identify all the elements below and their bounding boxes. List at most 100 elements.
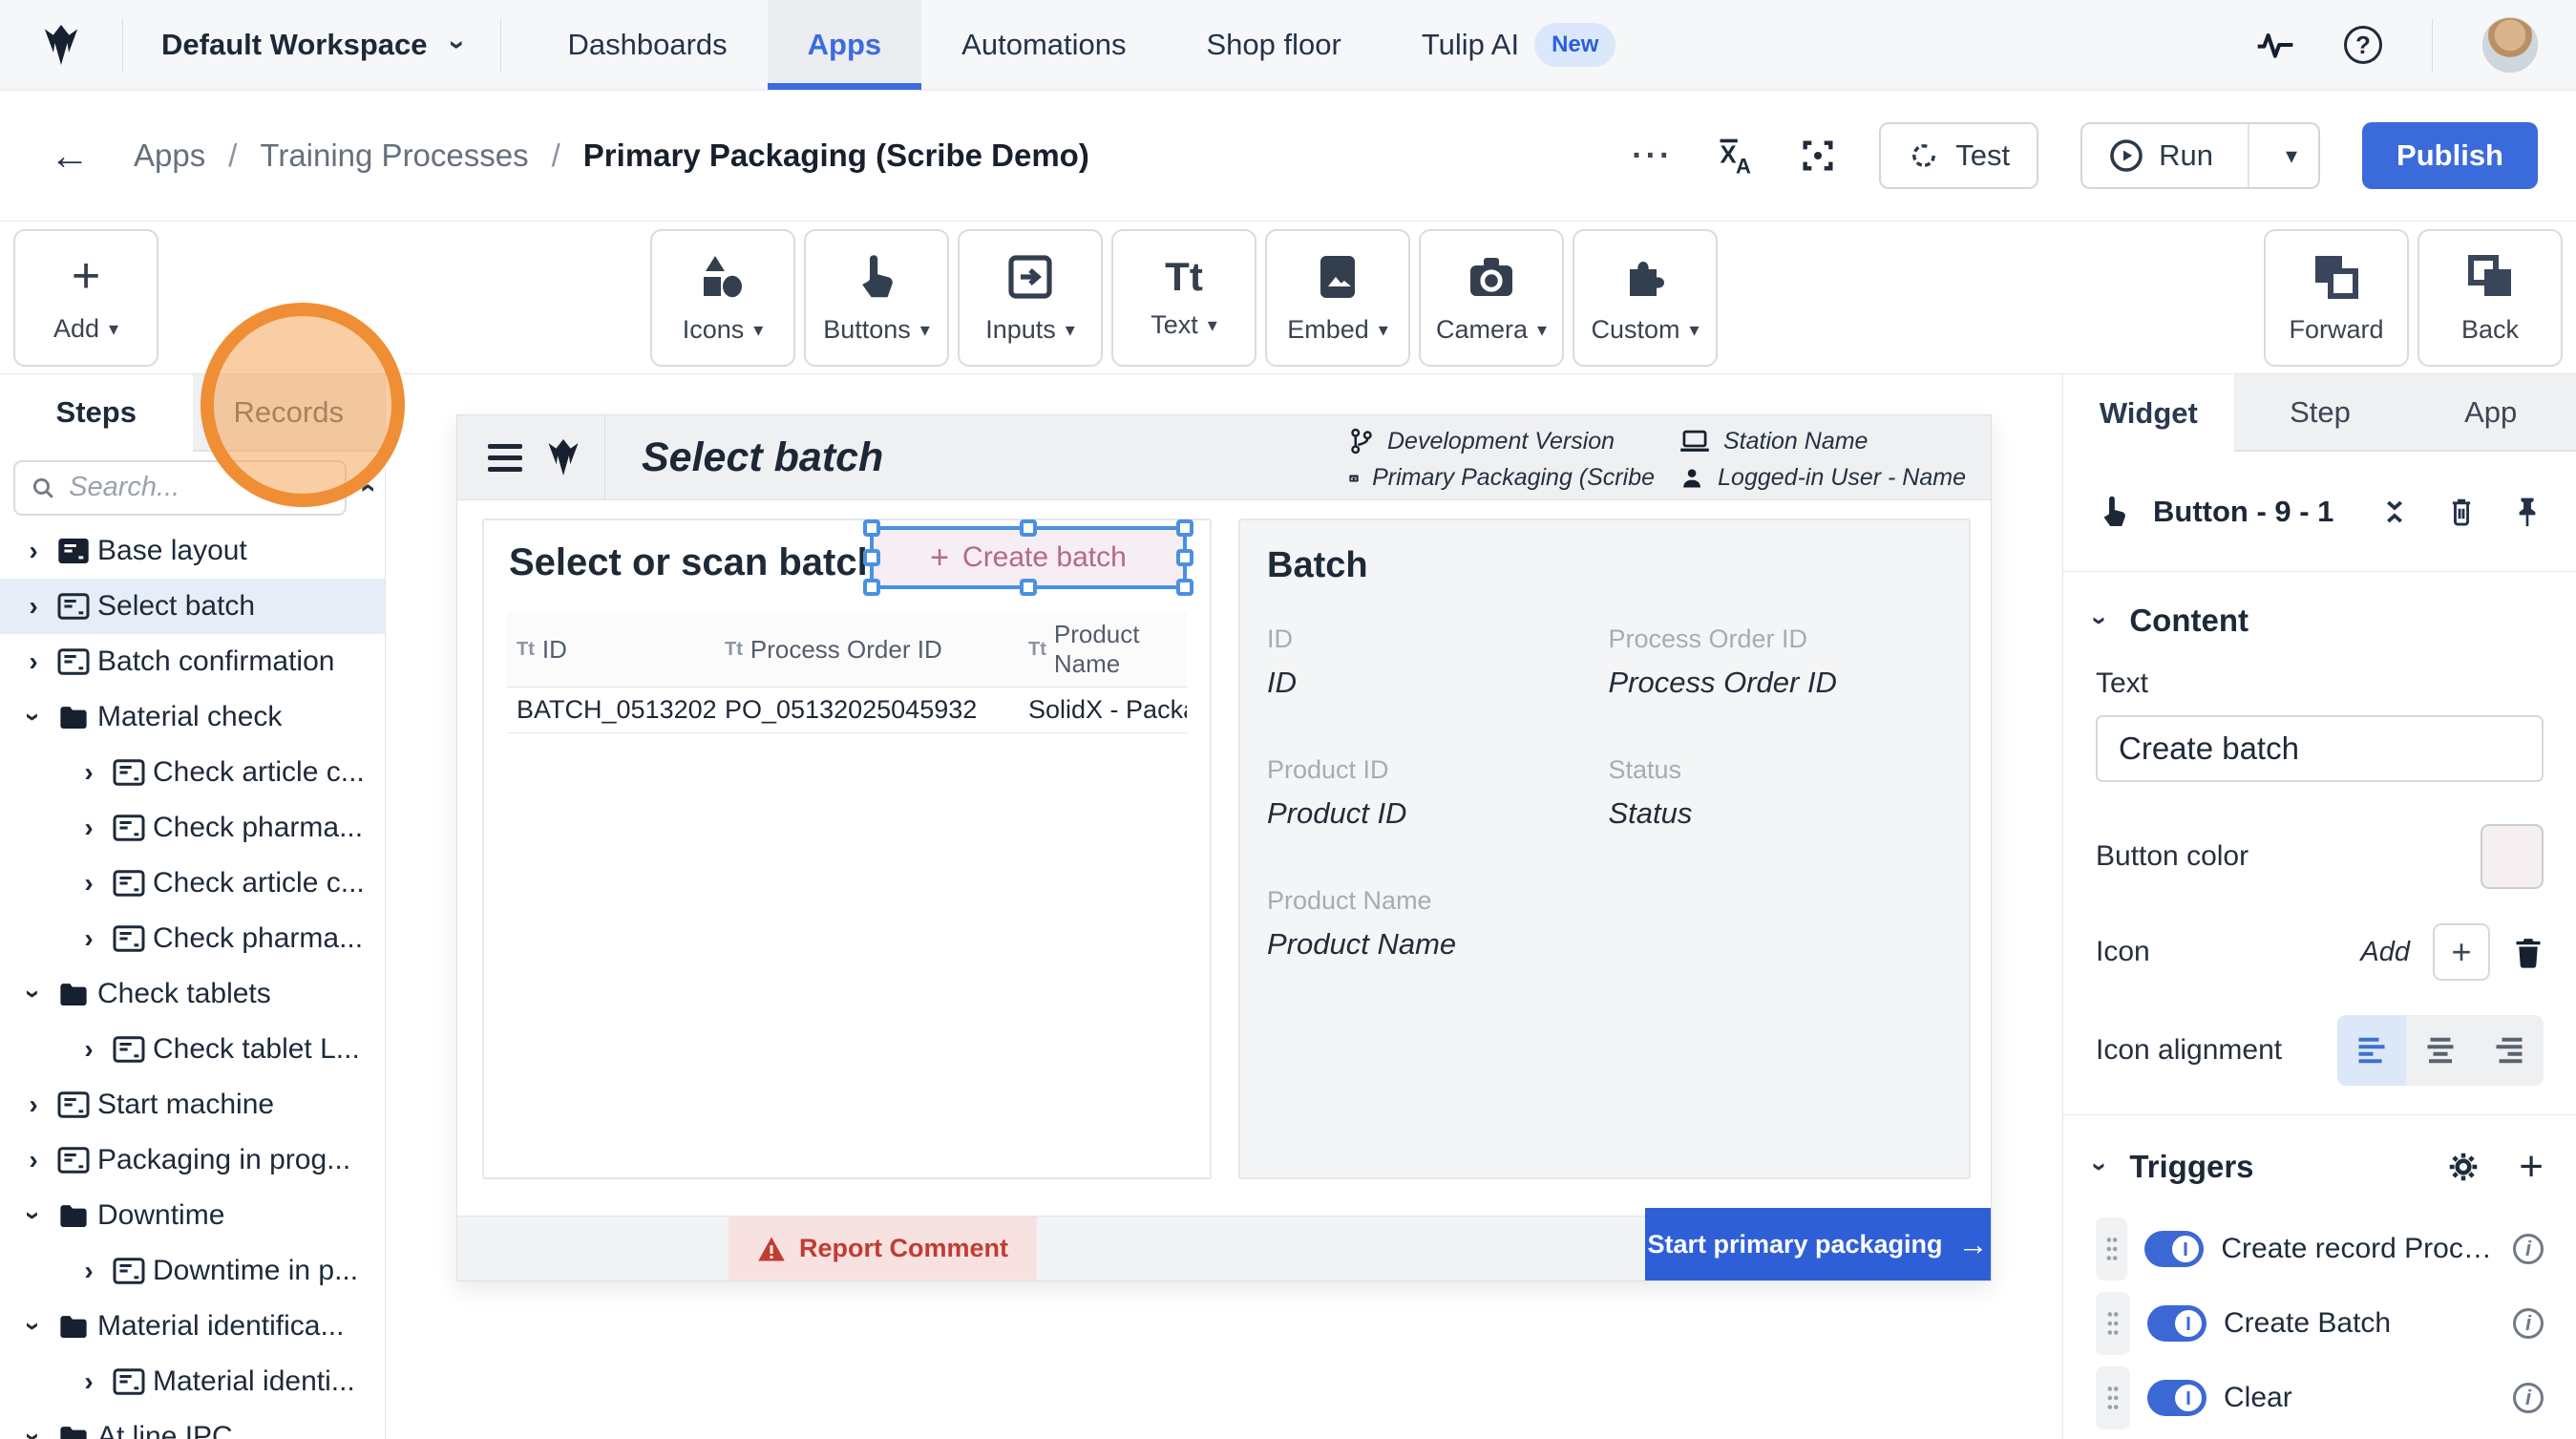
info-icon[interactable]: i — [2513, 1383, 2544, 1413]
tab-step[interactable]: Step — [2234, 374, 2406, 452]
expand-chevron-icon[interactable]: › — [19, 712, 49, 722]
expand-chevron-icon[interactable]: › — [19, 1322, 49, 1331]
tree-item[interactable]: › Check tablet L... — [0, 1022, 385, 1077]
widget-buttons-button[interactable]: Buttons ▾ — [804, 229, 949, 367]
drag-handle[interactable] — [2096, 1217, 2128, 1280]
tab-records[interactable]: Records — [192, 374, 385, 452]
expand-chevron-icon[interactable]: › — [84, 923, 94, 953]
expand-chevron-icon[interactable]: › — [19, 1211, 49, 1220]
activity-icon[interactable] — [2256, 29, 2294, 61]
publish-button[interactable]: Publish — [2362, 122, 2538, 189]
menu-icon[interactable] — [488, 443, 522, 472]
drag-handle[interactable] — [2096, 1292, 2130, 1355]
expand-chevron-icon[interactable]: › — [29, 646, 38, 676]
tab-steps[interactable]: Steps — [0, 374, 193, 452]
focus-mode-icon[interactable] — [1799, 137, 1837, 175]
expand-chevron-icon[interactable]: › — [84, 868, 94, 898]
widget-inputs-button[interactable]: Inputs ▾ — [958, 229, 1103, 367]
back-arrow-icon[interactable]: ← — [50, 133, 90, 178]
report-comment-button[interactable]: Report Comment — [728, 1217, 1038, 1280]
tree-item[interactable]: › Material check — [0, 689, 385, 745]
batch-table[interactable]: Tt ID Tt Process Order ID Tt Product Name B… — [507, 612, 1187, 733]
align-center-button[interactable] — [2406, 1015, 2475, 1086]
add-widget-button[interactable]: + Add ▾ — [13, 228, 158, 367]
triggers-section-header[interactable]: › Triggers + — [2086, 1146, 2544, 1188]
resize-handle[interactable] — [863, 549, 880, 566]
delete-widget-icon[interactable] — [2446, 496, 2477, 528]
workspace-selector[interactable]: Default Workspace › — [123, 0, 500, 90]
run-button[interactable]: Run ▾ — [2080, 122, 2321, 189]
tree-item[interactable]: › Batch confirmation — [0, 634, 385, 689]
expand-chevron-icon[interactable]: › — [84, 1256, 94, 1285]
tree-item[interactable]: › Material identi... — [0, 1354, 385, 1409]
nav-item-automations[interactable]: Automations — [961, 28, 1127, 61]
tree-item[interactable]: › Material identifica... — [0, 1299, 385, 1354]
tree-item[interactable]: › At line IPC — [0, 1409, 385, 1439]
selected-widget-frame[interactable]: + Create batch — [863, 519, 1193, 596]
expand-chevron-icon[interactable]: › — [19, 1432, 49, 1439]
pin-icon[interactable] — [2513, 496, 2542, 528]
resize-handle[interactable] — [863, 519, 880, 537]
expand-chevron-icon[interactable]: › — [84, 1034, 94, 1064]
trigger-settings-icon[interactable] — [2446, 1150, 2481, 1184]
tree-item[interactable]: › Packaging in prog... — [0, 1132, 385, 1188]
help-icon[interactable]: ? — [2344, 26, 2382, 64]
resize-handle[interactable] — [863, 579, 880, 596]
tab-widget[interactable]: Widget — [2063, 374, 2235, 452]
tab-app[interactable]: App — [2405, 374, 2576, 452]
tree-item[interactable]: › Base layout — [0, 523, 385, 579]
collapse-icon[interactable] — [2379, 497, 2410, 527]
test-button[interactable]: Test — [1879, 122, 2039, 189]
resize-handle[interactable] — [1176, 579, 1193, 596]
tree-item[interactable]: › Downtime — [0, 1188, 385, 1243]
expand-chevron-icon[interactable]: › — [29, 591, 38, 621]
tree-item[interactable]: › Check tablets — [0, 966, 385, 1022]
nav-item-tulip-ai[interactable]: Tulip AI New — [1382, 0, 1657, 90]
user-avatar[interactable] — [2482, 17, 2538, 73]
remove-icon-button[interactable] — [2513, 935, 2544, 969]
resize-handle[interactable] — [1176, 549, 1193, 566]
align-left-button[interactable] — [2337, 1015, 2406, 1086]
tree-item[interactable]: › Check article c... — [0, 856, 385, 911]
tree-item[interactable]: › Check pharma... — [0, 800, 385, 856]
resize-handle[interactable] — [1020, 579, 1037, 596]
info-icon[interactable]: i — [2513, 1308, 2544, 1339]
expand-chevron-icon[interactable]: › — [84, 757, 94, 787]
breadcrumb-apps[interactable]: Apps — [134, 138, 206, 173]
tree-item[interactable]: › Downtime in p... — [0, 1243, 385, 1299]
start-primary-packaging-button[interactable]: Start primary packaging → — [1645, 1208, 1991, 1280]
widget-camera-button[interactable]: Camera ▾ — [1419, 229, 1564, 367]
trigger-toggle[interactable] — [2144, 1231, 2205, 1267]
drag-handle[interactable] — [2096, 1366, 2130, 1429]
button-text-input[interactable] — [2096, 715, 2544, 782]
add-icon-button[interactable]: + — [2433, 923, 2490, 981]
nav-item-shop-floor[interactable]: Shop floor — [1206, 28, 1341, 61]
create-batch-button[interactable]: + Create batch — [874, 530, 1183, 585]
tree-item[interactable]: › Select batch — [0, 579, 385, 634]
table-row[interactable]: BATCH_0513202... PO_05132025045932 Solid… — [507, 688, 1187, 732]
expand-chevron-icon[interactable]: › — [84, 1366, 94, 1396]
expand-chevron-icon[interactable]: › — [29, 536, 38, 565]
info-icon[interactable]: i — [2513, 1234, 2544, 1264]
expand-chevron-icon[interactable]: › — [29, 1090, 38, 1119]
button-color-swatch[interactable] — [2481, 824, 2544, 889]
expand-chevron-icon[interactable]: › — [84, 813, 94, 842]
align-right-button[interactable] — [2475, 1015, 2544, 1086]
trigger-toggle[interactable] — [2147, 1305, 2206, 1342]
tulip-logo[interactable] — [0, 23, 122, 67]
widget-icons-button[interactable]: Icons ▾ — [650, 229, 795, 367]
forward-button[interactable]: Forward — [2264, 229, 2409, 367]
collapse-sidebar-icon[interactable]: › — [350, 482, 382, 493]
breadcrumb-training-processes[interactable]: Training Processes — [260, 138, 529, 173]
tree-item[interactable]: › Check article c... — [0, 745, 385, 800]
trigger-toggle[interactable] — [2147, 1380, 2206, 1416]
resize-handle[interactable] — [1020, 519, 1037, 537]
widget-custom-button[interactable]: Custom ▾ — [1573, 229, 1718, 367]
search-input[interactable] — [69, 472, 329, 503]
tree-item[interactable]: › Check pharma... — [0, 911, 385, 966]
expand-chevron-icon[interactable]: › — [29, 1145, 38, 1174]
content-section-header[interactable]: › Content — [2086, 603, 2544, 639]
widget-embed-button[interactable]: Embed ▾ — [1265, 229, 1410, 367]
search-box[interactable] — [13, 459, 347, 516]
